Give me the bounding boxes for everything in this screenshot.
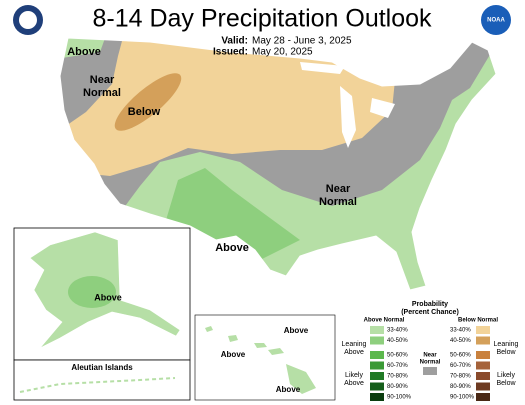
below-swatch [476,393,490,401]
above-swatch [370,382,384,391]
range-label: 40-50% [450,338,471,344]
region-label: Below [128,106,161,118]
issued-date: May 20, 2025 [252,47,313,58]
hawaii-islands [205,326,316,394]
logo-text: NOAA [487,18,505,24]
noaa-logo [481,5,511,35]
legend-title: (Percent Chance) [401,309,459,316]
region-label: Normal [319,196,357,208]
region-label: Near [326,183,351,195]
above-swatch [370,372,384,380]
legend-group: Leaning [342,341,367,348]
aleutian-inset [13,359,191,401]
hawaii-label: Above [221,350,246,359]
valid-label: Valid: [221,36,248,47]
range-label: 60-70% [387,363,408,369]
aleutian-islands [19,377,176,393]
legend-group: Likely [345,372,363,379]
range-label: 33-40% [387,328,408,334]
range-label: 40-50% [387,338,408,344]
below-swatch [476,382,490,391]
below-swatch [476,351,490,359]
legend-header: Below Normal [458,318,498,324]
legend-group: Above [344,349,364,356]
range-label: 50-60% [450,353,471,359]
doc-logo-inner [19,11,37,29]
legend: Probability (Percent Chance) Above Norma… [342,301,519,387]
legend-group: Below [496,349,516,356]
range-label: 90-100% [450,395,475,401]
legend-near: Normal [420,360,441,366]
region-label: Normal [83,87,121,99]
above-swatch [370,326,384,334]
valid-dates: May 28 - June 3, 2025 [252,36,352,47]
above-swatch [370,393,384,401]
great-lakes [300,62,395,148]
region-label: Near [90,74,115,86]
above-area-nw [60,38,108,58]
hawaii-label: Above [276,385,301,394]
legend-near: Near [423,353,437,359]
legend-group: Above [344,380,364,387]
alaska-label: Above [94,292,122,302]
title: 8-14 Day Precipitation Outlook [92,5,432,33]
near-swatch [423,367,437,375]
issued-label: Issued: [213,47,248,58]
aleutian-label: Aleutian Islands [71,363,133,372]
below-likely-area [114,73,182,131]
range-label: 60-70% [450,363,471,369]
below-swatch [476,361,490,370]
region-label: Above [215,242,249,254]
range-label: 80-90% [450,384,471,390]
range-label: 70-80% [387,374,408,380]
legend-group: Leaning [494,341,519,348]
range-label: 70-80% [450,374,471,380]
range-label: 80-90% [387,384,408,390]
below-swatch [476,326,490,334]
range-label: 50-60% [387,353,408,359]
legend-group: Likely [497,372,515,379]
legend-header: Above Normal [364,318,405,324]
above-swatch [370,351,384,359]
below-swatch [476,372,490,380]
hawaii-label: Above [284,326,309,335]
range-label: 33-40% [450,328,471,334]
below-swatch [476,336,490,345]
legend-group: Below [496,380,516,387]
range-label: 90-100% [387,395,412,401]
region-label: Above [67,46,101,58]
above-swatch [370,361,384,370]
legend-title: Probability [412,301,448,308]
alaska-likely [68,276,116,308]
above-swatch [370,336,384,345]
